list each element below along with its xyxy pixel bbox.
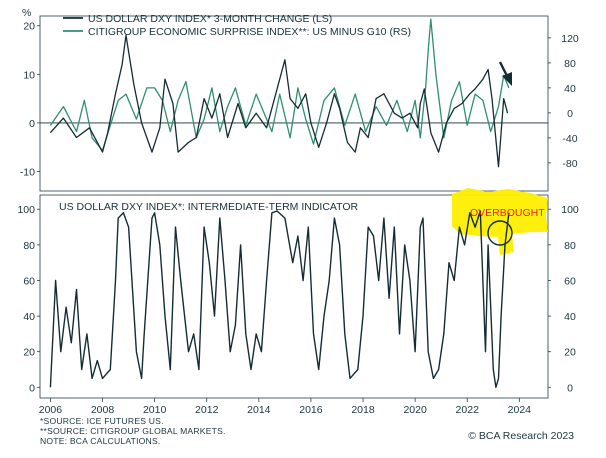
top-unit-label: % xyxy=(22,7,31,19)
top-left-tick-label: 10 xyxy=(23,69,35,81)
legend-label-surprise: CITIGROUP ECONOMIC SURPRISE INDEX**: US … xyxy=(88,26,411,38)
x-tick-label: 2018 xyxy=(351,404,375,416)
top-legend: US DOLLAR DXY INDEX* 3-MONTH CHANGE (LS)… xyxy=(63,13,411,38)
bottom-left-tick-label: 80 xyxy=(23,240,35,252)
bottom-right-tick-label: 40 xyxy=(564,311,576,323)
bottom-right-tick-label: 100 xyxy=(561,204,579,216)
bottom-right-tick-label: 20 xyxy=(564,347,576,359)
x-tick-label: 2006 xyxy=(39,404,63,416)
down-arrow-icon xyxy=(498,61,512,86)
bottom-panel-frame xyxy=(39,194,549,399)
top-right-tick-label: 40 xyxy=(564,83,576,95)
footnote-3: NOTE: BCA CALCULATIONS. xyxy=(40,436,161,446)
x-tick-label: 2008 xyxy=(91,404,115,416)
dxy-3m-change-line xyxy=(49,34,509,168)
bottom-left-tick-label: 40 xyxy=(23,311,35,323)
top-right-tick-label: -80 xyxy=(562,158,577,170)
overbought-circle xyxy=(487,220,513,246)
x-tick-label: 2020 xyxy=(403,404,427,416)
x-tick-label: 2022 xyxy=(456,404,480,416)
top-right-tick-label: 120 xyxy=(561,33,579,45)
x-tick-label: 2024 xyxy=(508,404,532,416)
footnote-2: **SOURCE: CITIGROUP GLOBAL MARKETS. xyxy=(40,426,226,436)
bottom-right-tick-label: 60 xyxy=(564,275,576,287)
bottom-left-tick-label: 100 xyxy=(17,204,35,216)
bottom-left-tick-label: 20 xyxy=(23,347,35,359)
x-tick-label: 2016 xyxy=(299,404,323,416)
x-tick-label: 2014 xyxy=(247,404,271,416)
dxy-indicator-line xyxy=(49,210,510,388)
legend-label-dxy: US DOLLAR DXY INDEX* 3-MONTH CHANGE (LS) xyxy=(88,13,332,25)
top-left-tick-label: 0 xyxy=(29,118,35,130)
footnote-1: *SOURCE: ICE FUTURES US. xyxy=(40,416,164,426)
x-tick-label: 2012 xyxy=(195,404,219,416)
copyright: © BCA Research 2023 xyxy=(468,430,574,442)
bottom-panel-title: US DOLLAR DXY INDEX*: INTERMEDIATE-TERM … xyxy=(59,201,359,213)
top-panel-frame xyxy=(39,15,549,192)
top-right-tick-label: 0 xyxy=(567,108,573,120)
bottom-left-tick-label: 0 xyxy=(29,382,35,394)
bottom-right-tick-label: 0 xyxy=(567,382,573,394)
surprise-index-line xyxy=(49,18,510,152)
overbought-label: OVERBOUGHT xyxy=(470,207,545,219)
top-right-tick-label: 80 xyxy=(564,58,576,70)
bottom-left-tick-label: 60 xyxy=(23,275,35,287)
x-tick-label: 2010 xyxy=(143,404,167,416)
bottom-right-tick-label: 80 xyxy=(564,240,576,252)
top-right-tick-label: -40 xyxy=(562,133,577,145)
top-left-tick-label: 20 xyxy=(23,21,35,33)
top-left-tick-label: -10 xyxy=(20,167,35,179)
